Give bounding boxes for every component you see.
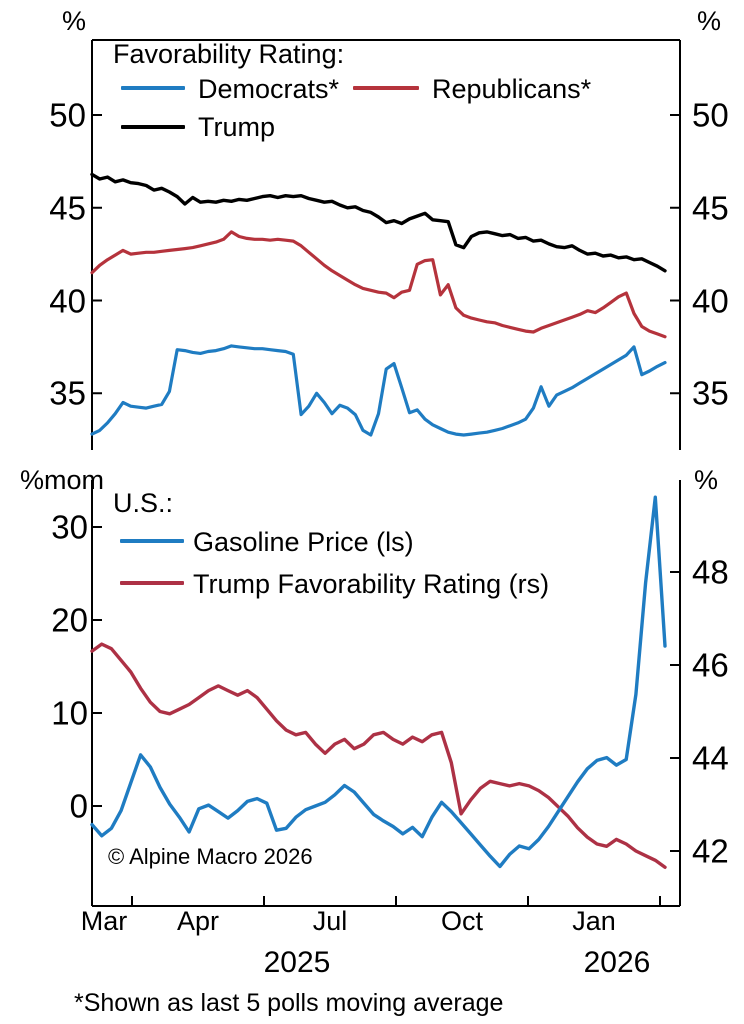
footnote-text: *Shown as last 5 polls moving average bbox=[74, 989, 504, 1017]
ytick-top-right-50: 50 bbox=[692, 96, 729, 134]
xtick-label-jan: Jan bbox=[572, 906, 616, 936]
unit-top-left: % bbox=[62, 6, 87, 36]
democrats-line-swatch bbox=[121, 86, 185, 90]
gasoline-line-swatch bbox=[120, 539, 184, 543]
xtick-label-oct: Oct bbox=[440, 906, 484, 936]
copyright-text: © Alpine Macro 2026 bbox=[108, 844, 313, 869]
democrats-series-line bbox=[90, 344, 667, 437]
gasoline-legend-label: Gasoline Price (ls) bbox=[193, 527, 414, 557]
xtick-label-mar: Mar bbox=[80, 906, 128, 936]
ytick-bottom-left-0: 0 bbox=[69, 787, 88, 825]
ytick-bottom-right-48: 48 bbox=[692, 553, 729, 591]
bottom-legend-title: U.S.: bbox=[113, 488, 174, 518]
ytick-bottom-left-30: 30 bbox=[51, 508, 88, 546]
ytick-top-left-50: 50 bbox=[49, 96, 86, 134]
gasoline-series-line bbox=[90, 495, 667, 869]
xtick-label-apr: Apr bbox=[176, 906, 220, 936]
ytick-bottom-right-44: 44 bbox=[692, 739, 729, 777]
trump-line-swatch bbox=[121, 125, 185, 129]
ytick-bottom-left-10: 10 bbox=[51, 694, 88, 732]
year-label-2026: 2026 bbox=[583, 946, 651, 979]
trump-legend-label: Trump bbox=[198, 112, 276, 142]
trump-favorability-line-swatch bbox=[120, 581, 184, 585]
year-label-2025: 2025 bbox=[263, 946, 331, 979]
top-legend-title: Favorability Rating: bbox=[113, 39, 345, 69]
republicans-legend-label: Republicans* bbox=[432, 74, 592, 104]
xtick-label-jul: Jul bbox=[312, 906, 348, 936]
ytick-top-left-40: 40 bbox=[49, 282, 86, 319]
ytick-bottom-right-46: 46 bbox=[692, 646, 729, 684]
unit-mid-right: % bbox=[694, 465, 719, 495]
unit-mid-left: %mom bbox=[20, 465, 105, 495]
ytick-top-right-35: 35 bbox=[692, 374, 729, 412]
ytick-top-left-35: 35 bbox=[49, 374, 86, 412]
democrats-legend-label: Democrats* bbox=[198, 74, 340, 104]
ytick-top-right-40: 40 bbox=[692, 282, 729, 319]
trump-favorability-series-line bbox=[90, 642, 667, 869]
ytick-bottom-right-42: 42 bbox=[692, 832, 729, 870]
ytick-top-left-45: 45 bbox=[49, 189, 86, 227]
ytick-bottom-left-20: 20 bbox=[51, 601, 88, 639]
republicans-series-line bbox=[90, 230, 667, 339]
republicans-line-swatch bbox=[353, 86, 419, 90]
ytick-top-right-45: 45 bbox=[692, 189, 729, 227]
unit-top-right: % bbox=[697, 6, 722, 36]
trump-series-line bbox=[90, 172, 667, 273]
trump-favorability-legend-label: Trump Favorability Rating (rs) bbox=[193, 569, 550, 599]
